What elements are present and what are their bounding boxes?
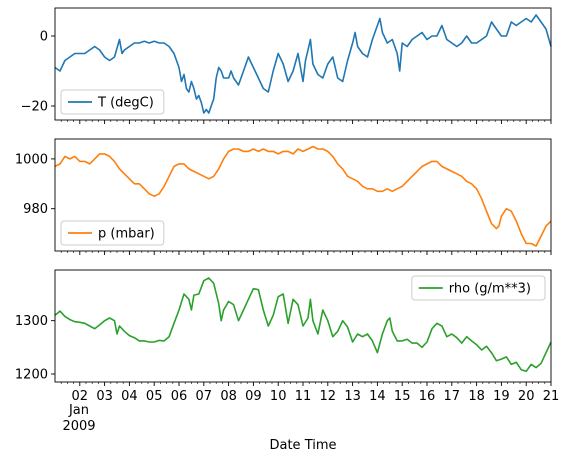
y-tick-label: 1200 [15,368,48,383]
series-line-0-0 [54,14,552,114]
legend-box [60,89,165,115]
legend: T (degC) [60,89,165,115]
x-tick-label: 13 [344,389,361,404]
temperature-panel: 0 −20 T (degC) [21,7,552,124]
y-tick-label: 0 [40,30,48,45]
x-tick-label: 12 [320,389,337,404]
x-tick-label: 20 [518,389,535,404]
y-tick-label: 980 [23,202,48,217]
x-tick-label: 21 [543,389,560,404]
legend-box [411,275,546,301]
x-tick-label: 19 [493,389,510,404]
x-tick-label: 10 [270,389,287,404]
legend-label: rho (g/m**3) [449,282,531,297]
pressure-panel: 1000 980 p (mbar) [15,138,552,255]
x-tick-label: 14 [369,389,386,404]
x-tick-label: 06 [171,389,188,404]
x-tick-label: 15 [394,389,411,404]
x-tick-label: 07 [196,389,213,404]
x-axis-title: Date Time [269,438,336,453]
x-tick-label: 09 [245,389,262,404]
x-tick-label: 17 [444,389,461,404]
series-line-2-0 [54,277,552,373]
y-tick-label: 1300 [15,314,48,329]
y-tick-label: −20 [21,100,48,115]
x-tick-label: 11 [295,389,312,404]
x-year-label: 2009 [62,419,95,434]
x-tick-label: 04 [121,389,138,404]
x-tick-label: 03 [96,389,113,404]
density-panel: 1300 1200 02 03 04 05 06 07 08 09 10 11 12 13 14 15 16 17… [15,269,560,404]
series-line-1-0 [54,145,552,247]
x-tick-label: 08 [220,389,237,404]
legend-label: T (degC) [97,96,154,111]
x-tick-label: 05 [146,389,163,404]
legend: rho (g/m**3) [411,275,546,301]
x-tick-label: 16 [419,389,436,404]
x-month-label: Jan [68,403,89,418]
x-tick-label: 18 [468,389,485,404]
x-tick-label: 02 [72,389,89,404]
legend-box [60,220,165,246]
y-tick-label: 1000 [15,152,48,167]
legend-label: p (mbar) [98,227,155,242]
legend: p (mbar) [60,220,165,246]
